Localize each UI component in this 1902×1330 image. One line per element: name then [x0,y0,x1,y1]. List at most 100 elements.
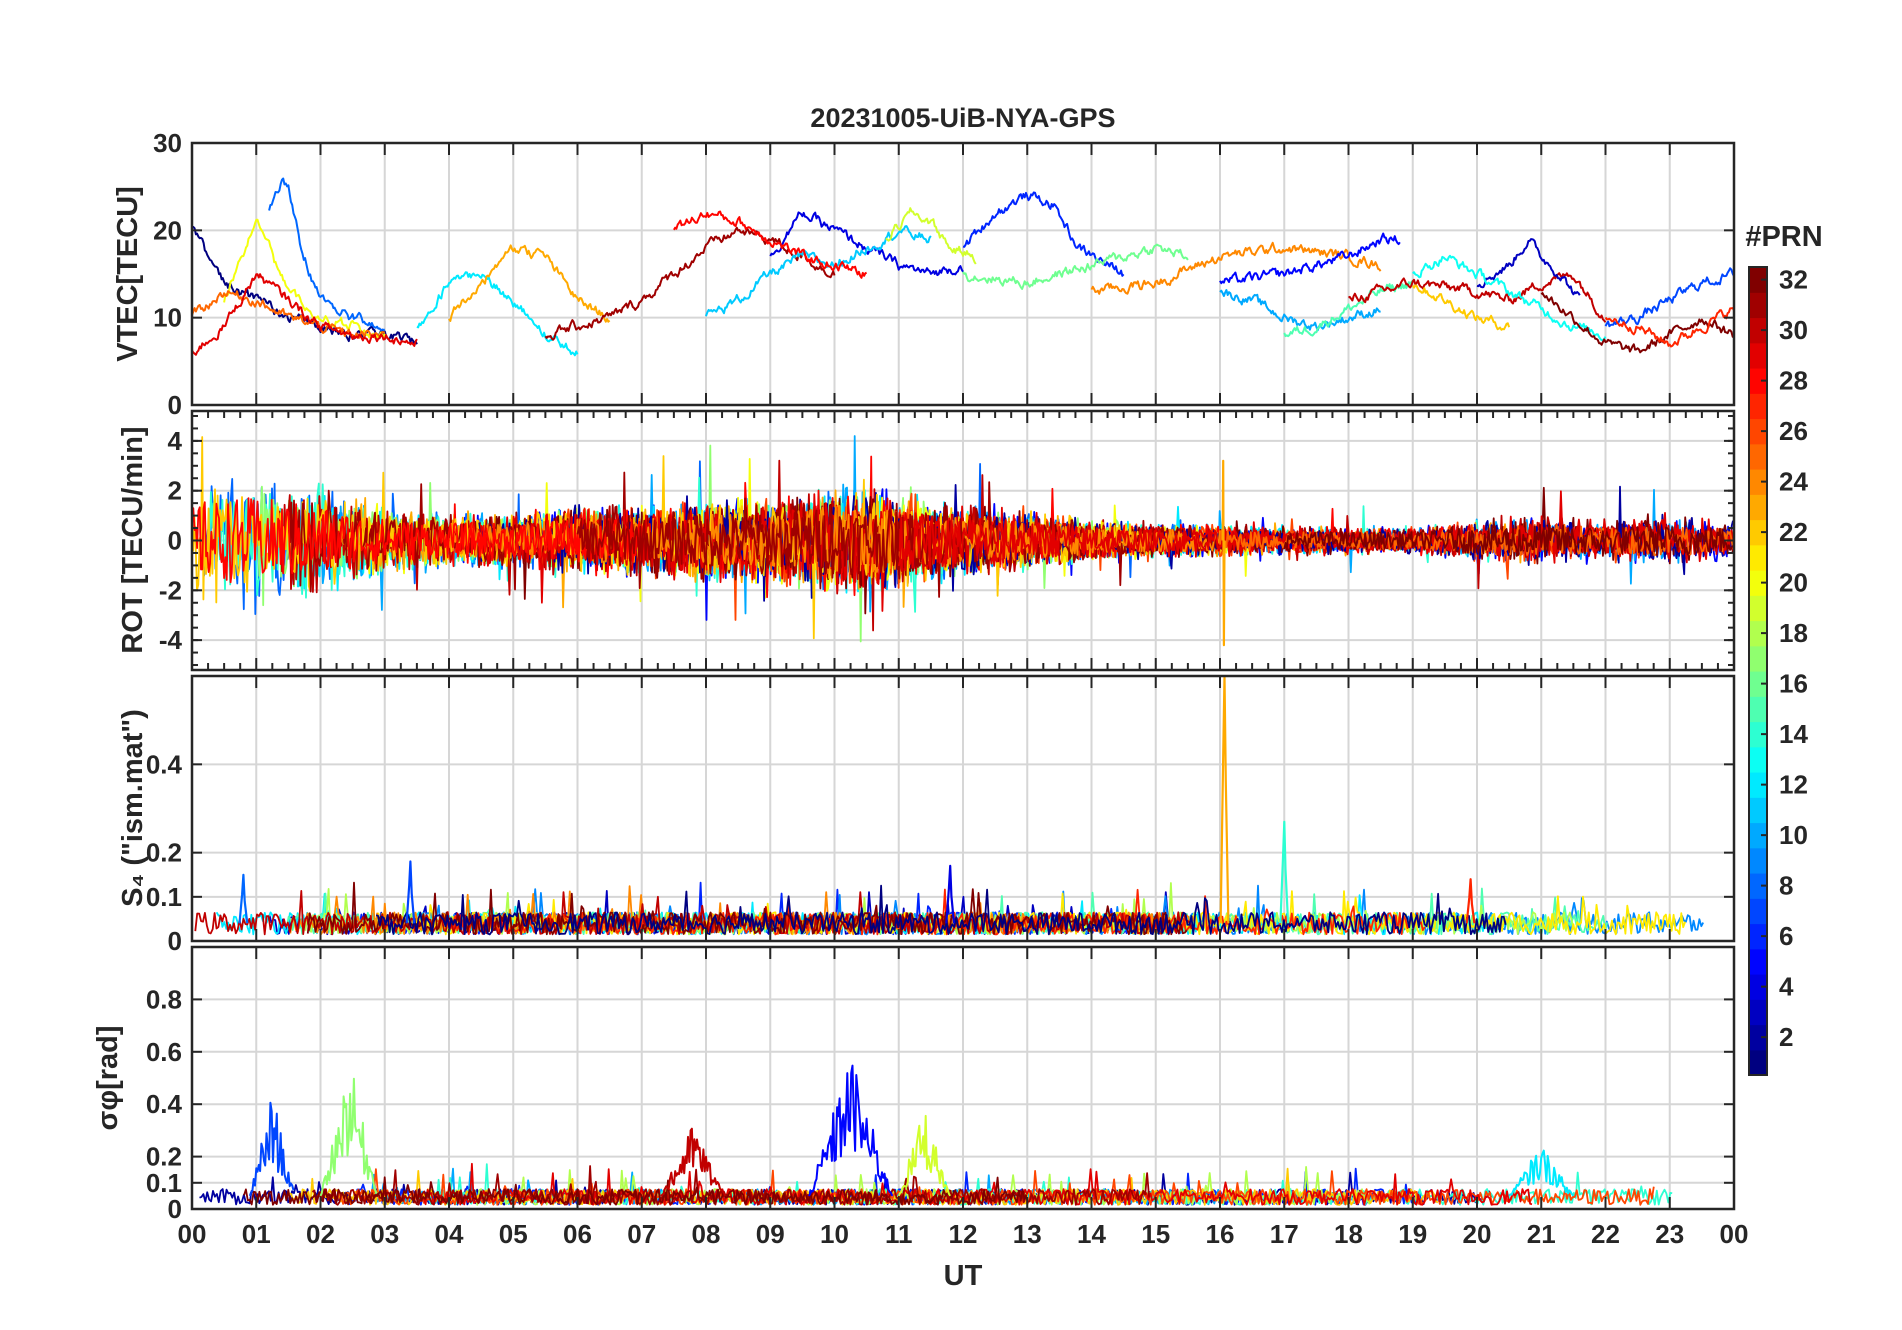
x-tick-label: 15 [1141,1219,1170,1249]
colorbar-segment [1749,948,1767,975]
colorbar-tick-label: 2 [1779,1022,1793,1052]
colorbar-segment [1749,696,1767,723]
rot-spike-prn-23 [1221,459,1226,647]
colorbar-title: #PRN [1745,221,1822,253]
sigma-phi-y-tick-labels: 00.10.2 0.4 0.6 0.8 [146,984,183,1224]
colorbar-segment [1749,772,1767,798]
colorbar-segment [1749,822,1767,849]
sigma-burst-prn-12 [1508,1149,1575,1197]
y-tick-label: 0 [168,1194,182,1224]
x-tick-label: 02 [306,1219,335,1249]
y-tick-label: 0.6 [146,1037,182,1067]
s4-spike-prn-14 [1279,820,1290,924]
y-tick-label: 0 [168,526,182,556]
vtec-line-prn-31 [544,226,836,341]
colorbar-segment [1749,393,1767,420]
vtec-line-prn-15 [1283,280,1414,338]
x-tick-label: 11 [885,1219,913,1249]
x-tick-label: 05 [499,1219,528,1249]
vtec-line-prn-30 [1348,272,1607,323]
s4-spike-prn-8 [238,873,249,924]
colorbar-segment [1749,570,1767,596]
x-tick-label: 19 [1398,1219,1427,1249]
x-tick-labels: 00 01 02 03 04 05 06 07 08 09 10 11 12 13 14 15 16 17 18 19… [178,1219,1749,1249]
colorbar-tick-label: 18 [1779,618,1808,648]
x-tick-label: 00 [1720,1219,1749,1249]
vtec-series [192,177,1734,357]
rot-y-tick-labels: -4 -2 0 2 4 [159,426,183,655]
rot-series [192,435,1734,647]
rot-line-prn-28 [192,497,643,584]
axes-box [190,945,1736,1211]
x-tick-label: 22 [1591,1219,1620,1249]
y-tick-label: 0.1 [146,882,182,912]
colorbar-segment [1749,317,1767,344]
y-tick-label: 0.4 [146,749,183,779]
y-tick-label: -4 [159,625,183,655]
sigma-phi-panel: 00.10.2 0.4 0.6 0.8 σφ[rad] [92,945,1736,1224]
rot-line-prn-32 [1283,523,1734,558]
colorbar-segment [1749,267,1767,293]
colorbar-segment [1749,469,1767,495]
vtec-grid [191,142,1735,406]
y-tick-label: 0 [168,390,182,420]
s4-panel: 0 0.1 0.2 0.4 S₄ ("ism.mat") [117,674,1736,956]
x-tick-label: 06 [563,1219,592,1249]
x-tick-label: 23 [1655,1219,1684,1249]
colorbar-segment [1749,671,1767,697]
colorbar-tick-label: 10 [1779,820,1808,850]
colorbar-segment [1749,898,1767,925]
vtec-line-prn-27 [1604,307,1734,348]
y-tick-label: 20 [153,215,182,245]
colorbar-segment [1749,292,1767,319]
x-tick-label: 07 [627,1219,656,1249]
vtec-line-prn-5 [1219,232,1401,285]
colorbar-segment [1749,873,1767,899]
s4-y-axis-label: S₄ ("ism.mat") [117,709,149,907]
x-tick-label: 17 [1270,1219,1299,1249]
colorbar-tick-label: 24 [1779,467,1808,497]
y-tick-label: 2 [168,476,182,506]
colorbar-segment [1749,595,1767,622]
colorbar-segment [1749,974,1767,1000]
rot-axes-frame [190,409,1736,672]
x-tick-label: 20 [1463,1219,1492,1249]
colorbar-tick-label: 16 [1779,669,1808,699]
s4-spike-prn-23 [1219,676,1230,924]
rot-y-axis-label: ROT [TECU/min] [117,426,149,653]
vtec-line-prn-10 [1219,289,1381,332]
y-tick-label: 0.2 [146,1142,182,1172]
sigma-burst-prn-19 [897,1114,951,1197]
vtec-line-prn-32 [1540,292,1734,354]
colorbar-segment [1749,494,1767,521]
vtec-line-prn-24 [1090,241,1382,295]
colorbar-tick-label: 6 [1779,921,1793,951]
axes-box [190,409,1736,672]
x-tick-label: 10 [820,1219,849,1249]
colorbar-segment [1749,418,1767,445]
colorbar-segment [1749,1049,1767,1076]
chart-title: 20231005-UiB-NYA-GPS [810,103,1115,133]
vtec-y-axis-label: VTEC[TECU] [112,186,144,362]
colorbar-tick-label: 32 [1779,265,1808,295]
s4-spike-prn-4 [945,864,956,924]
vtec-line-prn-3 [1476,238,1581,296]
s4-axes-frame [190,674,1736,943]
vtec-axes-frame [190,141,1736,407]
colorbar-tick-label: 8 [1779,871,1793,901]
colorbar-frame [1748,266,1768,1076]
x-tick-label: 14 [1077,1219,1106,1249]
vtec-line-prn-12 [416,271,579,357]
sigma-burst-prn-5 [808,1064,894,1197]
y-tick-label: -2 [159,575,182,605]
colorbar-segment [1749,847,1767,874]
colorbar-segment [1749,721,1767,748]
y-tick-label: 10 [153,303,182,333]
rot-line-prn-31 [576,508,964,575]
sigma-burst-prn-7 [248,1101,295,1197]
s4-line-prn-1 [375,884,1507,936]
y-tick-label: 0.8 [146,984,182,1014]
colorbar-tick-label: 30 [1779,315,1808,345]
